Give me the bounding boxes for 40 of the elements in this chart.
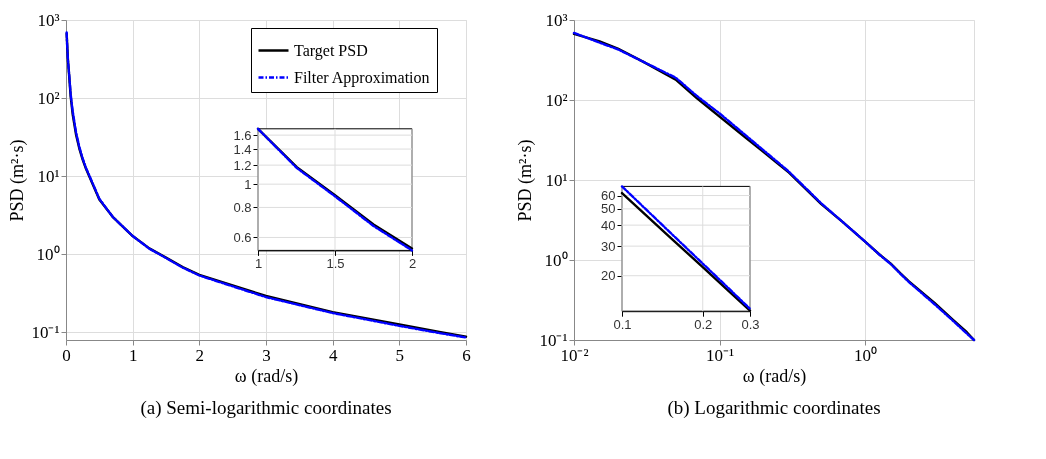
y-tick-label: 10³ [545, 10, 568, 30]
x-tick-label: 0.1 [613, 316, 632, 332]
text: (b) Logarithmic coordinates [667, 397, 881, 419]
x-tick-label: 10⁰ [854, 345, 878, 365]
y-tick-label: 20 [601, 268, 616, 284]
y-tick-label: 10² [37, 88, 60, 108]
x-tick-label: 1 [254, 255, 263, 271]
y-tick-label: 10¹ [545, 170, 568, 190]
y-tick-label: 1.4 [233, 141, 252, 157]
y-tick-label: 1.6 [233, 127, 252, 143]
y-tick-label: 10¹ [37, 166, 60, 186]
x-tick-label: 5 [395, 345, 405, 365]
x-axis-title: ω (rad/s) [234, 365, 299, 387]
y-tick-label: 10³ [37, 10, 60, 30]
legend-label: Filter Approximation [294, 68, 430, 87]
y-tick-label: 30 [601, 238, 616, 254]
y-axis-title: PSD (m²·s) [7, 139, 29, 222]
x-tick-label: 0 [62, 345, 71, 365]
y-tick-label: 60 [601, 188, 616, 204]
y-axis-title: PSD (m²·s) [515, 139, 537, 222]
x-tick-label: 1.5 [326, 255, 345, 271]
x-tick-label: 0.2 [694, 316, 713, 332]
y-tick-label: 40 [601, 217, 616, 233]
x-tick-label: 2 [195, 345, 205, 365]
y-tick-label: 1 [244, 176, 252, 192]
x-tick-label: 10⁻¹ [706, 345, 735, 365]
x-tick-label: 4 [328, 345, 338, 365]
text: (a) Semi-logarithmic coordinates [140, 397, 392, 419]
y-tick-label: 0.8 [233, 199, 252, 215]
x-tick-label: 0.3 [741, 316, 760, 332]
x-tick-label: 1 [128, 345, 138, 365]
x-axis-title: ω (rad/s) [742, 365, 807, 387]
y-tick-label: 0.6 [233, 229, 252, 245]
y-tick-label: 50 [601, 201, 616, 217]
x-tick-label: 3 [262, 345, 271, 365]
y-tick-label: 10² [545, 90, 568, 110]
y-tick-label: 1.2 [233, 157, 252, 173]
x-tick-label: 2 [408, 255, 417, 271]
legend-label: Target PSD [294, 41, 368, 60]
x-tick-label: 6 [462, 345, 471, 365]
